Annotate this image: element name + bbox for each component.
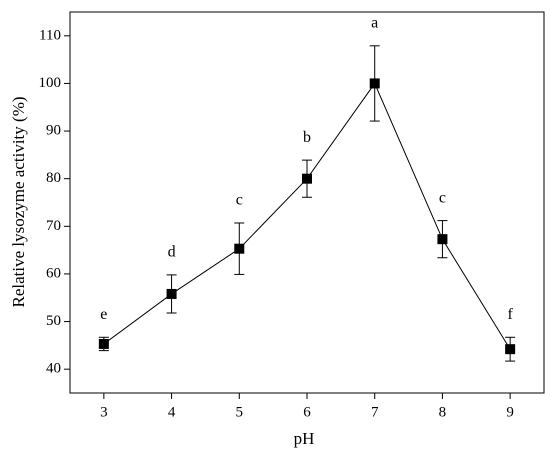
x-axis-label: pH [294, 429, 315, 448]
line [103, 82, 511, 350]
y-tick-label: 70 [46, 218, 61, 234]
x-tick-label: 7 [371, 404, 379, 420]
annotation: c [439, 189, 446, 206]
x-tick-label: 8 [439, 404, 447, 420]
annotation: f [507, 306, 513, 323]
marker [505, 344, 516, 355]
x-tick-label: 3 [100, 404, 108, 420]
marker [98, 338, 109, 349]
x-tick-label: 4 [168, 404, 176, 420]
y-tick-label: 90 [46, 123, 61, 139]
marker [369, 78, 380, 89]
y-tick-label: 100 [39, 75, 62, 91]
y-tick-label: 80 [46, 170, 61, 186]
x-tick-label: 5 [236, 404, 244, 420]
annotation: a [371, 14, 378, 31]
annotation: c [236, 192, 243, 209]
annotation: d [168, 244, 176, 261]
y-axis-label: Relative lysozyme activity (%) [9, 96, 28, 307]
marker [234, 243, 245, 254]
y-tick-label: 60 [46, 265, 61, 281]
y-tick-label: 40 [46, 361, 61, 377]
y-tick-label: 110 [39, 27, 61, 43]
marker [437, 234, 448, 245]
x-tick-label: 9 [506, 404, 514, 420]
y-tick-label: 50 [46, 313, 61, 329]
annotation: b [303, 129, 311, 146]
x-tick-label: 6 [303, 404, 311, 420]
marker [302, 173, 312, 184]
marker [166, 288, 177, 299]
plot-frame [69, 11, 545, 394]
annotation: e [100, 306, 107, 323]
